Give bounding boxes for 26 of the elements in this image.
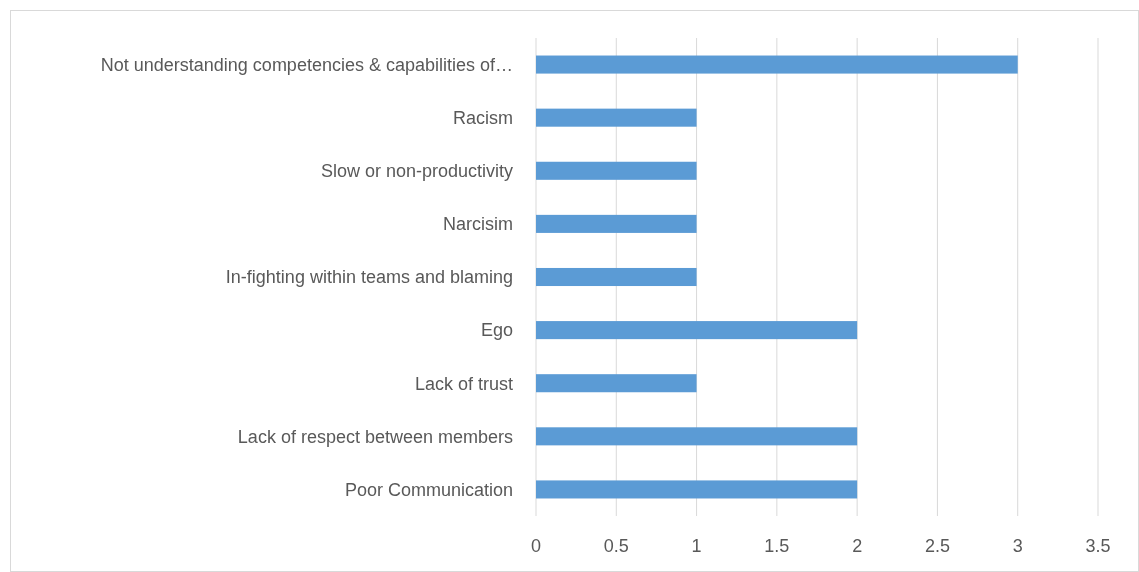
bar (536, 480, 858, 499)
x-tick-label: 1.5 (764, 536, 790, 556)
bar (536, 55, 1018, 74)
y-tick-label: Racism (452, 107, 513, 128)
bar (536, 214, 697, 233)
x-tick-label: 0.5 (603, 536, 629, 556)
bar (536, 108, 697, 127)
y-tick-label: Lack of trust (414, 373, 513, 394)
x-tick-label: 2.5 (924, 536, 950, 556)
y-tick-label: Slow or non-productivity (320, 161, 513, 182)
x-tick-label: 2 (852, 536, 863, 556)
bar (536, 267, 697, 287)
y-tick-label: In-fighting within teams and blaming (225, 267, 513, 288)
y-tick-label: Narcisim (443, 214, 513, 235)
x-tick-label: 0 (530, 536, 542, 556)
y-tick-label: Ego (480, 320, 513, 341)
x-tick-label: 1 (691, 536, 702, 556)
y-tick-label: Lack of respect between members (237, 426, 513, 447)
bar (536, 161, 697, 180)
bar (536, 427, 858, 446)
y-tick-label: Not understanding competencies & capabilities of… (100, 54, 513, 75)
y-tick-label: Poor Communication (344, 479, 513, 500)
bar (536, 374, 697, 393)
bar (536, 321, 858, 340)
x-tick-label: 3 (1012, 536, 1023, 556)
x-tick-label: 3.5 (1085, 536, 1111, 556)
